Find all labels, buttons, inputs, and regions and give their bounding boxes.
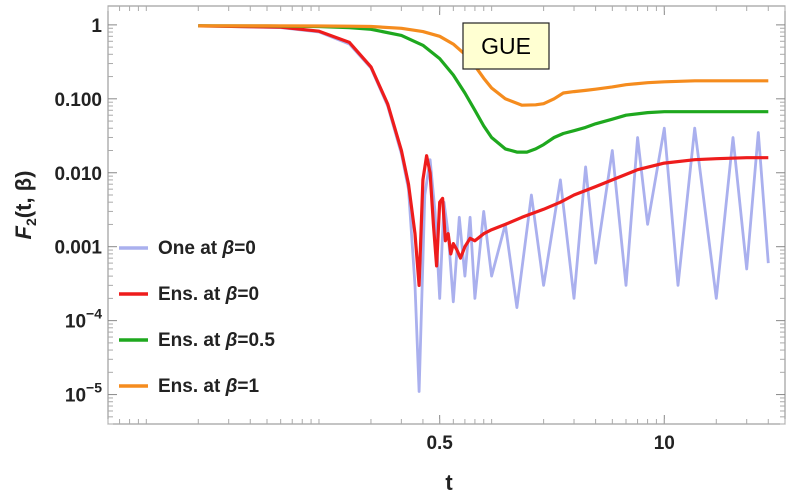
legend-label-beta-value: =0 — [237, 284, 259, 305]
x-tick-label: 0.5 — [426, 433, 453, 454]
legend-label-beta-value: =0 — [234, 238, 256, 259]
y-axis-title: F2(t, β) — [11, 171, 39, 240]
y-tick-label: 10−5 — [65, 380, 102, 407]
y-tick-label: 0.100 — [54, 90, 102, 111]
y-tick-label-base: 0.010 — [54, 164, 102, 185]
legend-label-name: One at — [158, 238, 222, 259]
y-tick-label: 0.001 — [54, 238, 102, 259]
x-axis-title: t — [445, 470, 453, 495]
y-axis-title-main: F — [11, 225, 36, 239]
y-tick-label-base: 10 — [65, 312, 86, 333]
inset-label-box: GUE — [462, 22, 550, 70]
legend-label-beta-value: =1 — [237, 376, 259, 397]
series-ensemble-beta-0-line — [198, 24, 769, 287]
axis-ticks — [107, 6, 786, 425]
legend-label-beta: β — [225, 376, 238, 397]
y-tick-label-base: 1 — [91, 16, 102, 37]
y-tick-label-base: 10 — [65, 386, 86, 407]
legend-label-beta: β — [221, 238, 234, 259]
legend-label-name: Ens. at — [158, 376, 226, 397]
series-ensemble-beta-0-legend-label: Ens. at β=0 — [158, 284, 259, 305]
series-ensemble-beta-0-5-line — [198, 24, 769, 154]
legend-label-name: Ens. at — [158, 284, 226, 305]
x-tick-label: 10 — [654, 433, 675, 454]
plot-frame — [107, 5, 786, 425]
y-tick-label: 1 — [91, 16, 102, 37]
legend-label-name: Ens. at — [158, 330, 226, 351]
series-one-beta-0-legend-label: One at β=0 — [158, 238, 256, 259]
series-ensemble-beta-1-legend-label: Ens. at β=1 — [158, 376, 259, 397]
y-tick-label-exponent: −5 — [86, 380, 102, 396]
inset-label-text: GUE — [481, 33, 531, 59]
legend-label-beta: β — [225, 330, 238, 351]
y-tick-label: 10−4 — [65, 306, 102, 333]
y-axis-title-args: (t, β) — [11, 171, 36, 219]
series-ensemble-beta-0-5-legend-label: Ens. at β=0.5 — [158, 330, 275, 351]
y-tick-label-base: 0.100 — [54, 90, 102, 111]
series-layer — [198, 24, 770, 393]
legend-label-beta-value: =0.5 — [237, 330, 275, 351]
inset-label-background — [462, 22, 550, 70]
y-tick-label: 0.010 — [54, 164, 102, 185]
legend-label-beta: β — [225, 284, 238, 305]
y-axis-title-subscript: 2 — [23, 218, 39, 226]
y-tick-label-base: 0.001 — [54, 238, 102, 259]
y-tick-label-exponent: −4 — [86, 306, 102, 322]
series-ensemble-beta-1-line — [198, 24, 769, 107]
